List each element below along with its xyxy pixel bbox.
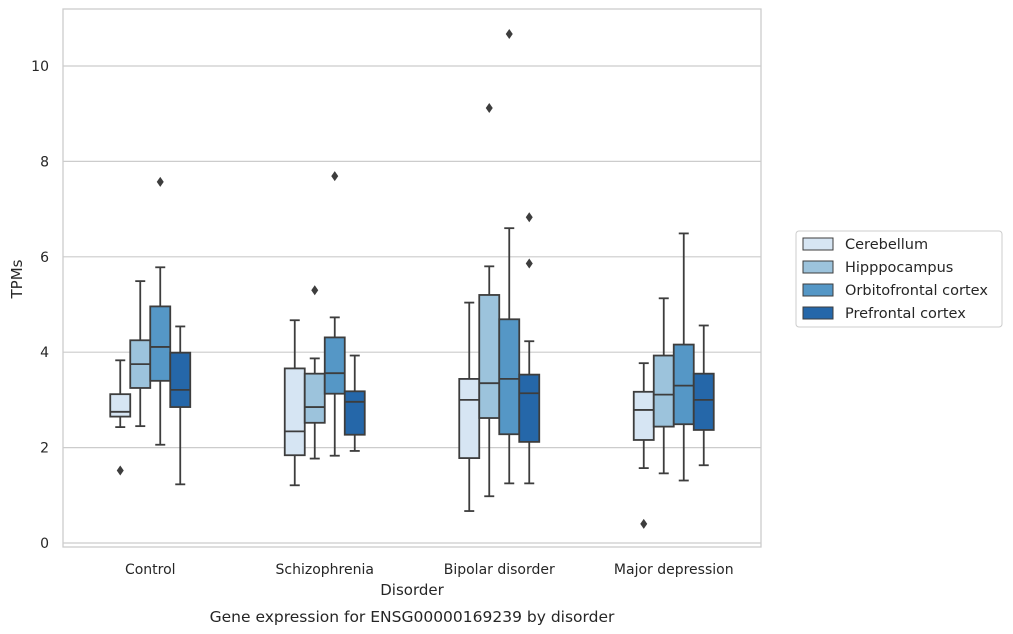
outlier-point — [640, 518, 648, 529]
outlier-point — [156, 176, 164, 187]
outlier-point — [485, 102, 493, 113]
box-iqr — [652, 354, 675, 428]
plot-area — [62, 8, 762, 548]
legend-label: Prefrontal cortex — [845, 306, 966, 322]
y-axis-label: TPMs — [8, 259, 26, 299]
box-iqr — [498, 318, 521, 436]
box-series — [109, 29, 715, 529]
outlier-point — [331, 171, 339, 182]
box-iqr — [323, 336, 346, 395]
box-iqr — [632, 390, 655, 441]
x-axis-ticks: Control Schizophrenia Bipolar disorder Majo… — [125, 562, 734, 578]
box-iqr — [149, 305, 172, 382]
series-orbitofrontal-cortex — [149, 29, 695, 485]
outlier-point — [525, 258, 533, 269]
box-iqr — [109, 393, 132, 418]
box-iqr — [303, 372, 326, 424]
legend-swatch — [802, 237, 834, 251]
legend-swatch — [802, 283, 834, 297]
legend-frame — [795, 230, 1003, 328]
y-axis-ticks: 0 2 4 6 8 10 — [31, 59, 49, 552]
x-tick-label: Major depression — [614, 562, 734, 578]
box-iqr — [478, 294, 501, 419]
box-iqr — [692, 372, 715, 431]
box-iqr — [169, 351, 192, 408]
legend-label: Orbitofrontal cortex — [845, 283, 988, 299]
y-tick-label: 6 — [40, 250, 49, 266]
series-prefrontal-cortex — [169, 212, 715, 486]
y-tick-label: 8 — [40, 154, 49, 170]
y-tick-label: 10 — [31, 59, 49, 75]
y-tick-label: 4 — [40, 345, 49, 361]
box-iqr — [518, 373, 541, 443]
series-hipppocampus — [129, 102, 675, 498]
box-iqr — [283, 367, 306, 457]
legend-swatch — [802, 306, 834, 320]
outlier-point — [505, 29, 513, 40]
x-axis-label: Disorder — [380, 581, 444, 599]
outlier-point — [525, 212, 533, 223]
box-iqr — [458, 378, 481, 459]
y-tick-label: 0 — [40, 536, 49, 552]
legend-label: Cerebellum — [845, 237, 928, 253]
box-iqr — [343, 390, 366, 436]
box-iqr — [672, 343, 695, 426]
x-tick-label: Bipolar disorder — [444, 562, 555, 578]
outlier-point — [311, 285, 319, 296]
legend-label: Hipppocampus — [845, 260, 953, 276]
y-tick-label: 2 — [40, 441, 49, 457]
outlier-point — [116, 465, 124, 476]
x-tick-label: Schizophrenia — [276, 562, 374, 578]
chart-caption: Gene expression for ENSG00000169239 by d… — [210, 608, 615, 626]
x-tick-label: Control — [125, 562, 176, 578]
legend: Cerebellum Hipppocampus Orbitofrontal cort… — [795, 230, 1003, 328]
legend-swatch — [802, 260, 834, 274]
